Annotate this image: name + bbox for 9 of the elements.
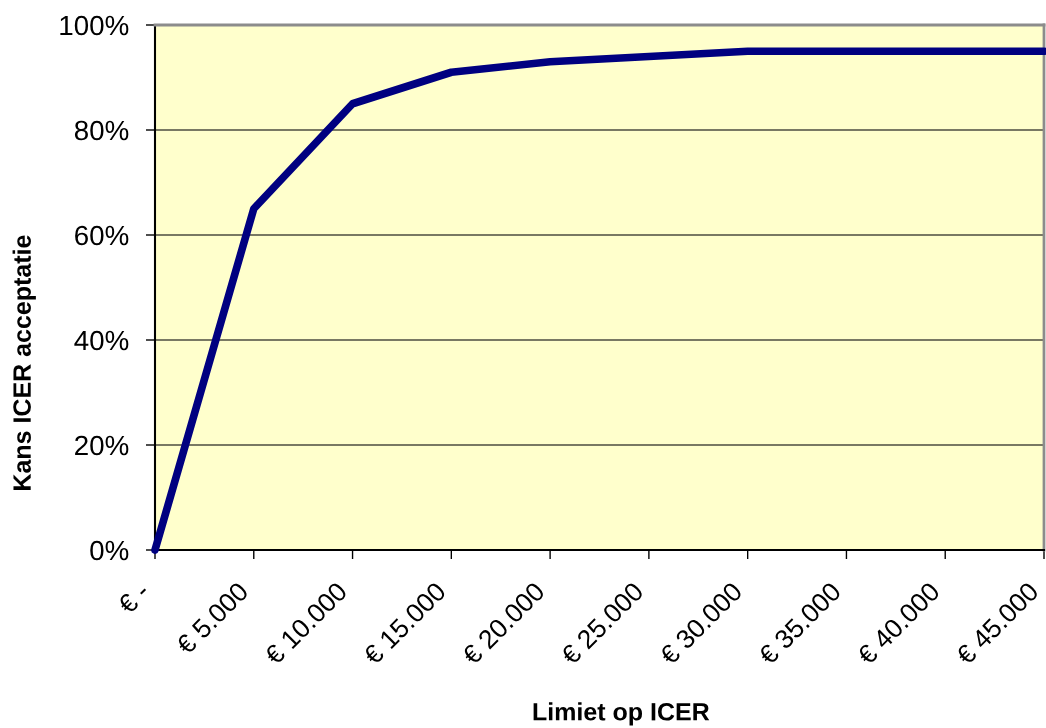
y-tick-label: 60% (75, 225, 129, 246)
x-axis-title: Limiet op ICER (533, 702, 710, 726)
x-tick-label: € - (116, 581, 151, 616)
y-tick-label: 40% (74, 330, 129, 351)
y-tick-label: 0% (90, 540, 129, 561)
y-tick-label: 100% (60, 15, 129, 36)
y-tick-label: 80% (74, 120, 129, 141)
y-tick-label: 20% (75, 435, 129, 456)
y-axis-title: Kans ICER acceptatie (12, 235, 36, 490)
